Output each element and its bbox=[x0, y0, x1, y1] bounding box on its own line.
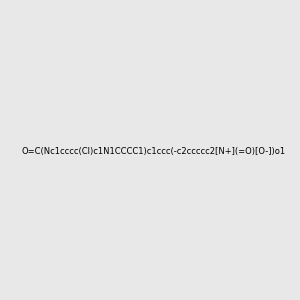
Text: O=C(Nc1cccc(Cl)c1N1CCCC1)c1ccc(-c2ccccc2[N+](=O)[O-])o1: O=C(Nc1cccc(Cl)c1N1CCCC1)c1ccc(-c2ccccc2… bbox=[22, 147, 286, 156]
